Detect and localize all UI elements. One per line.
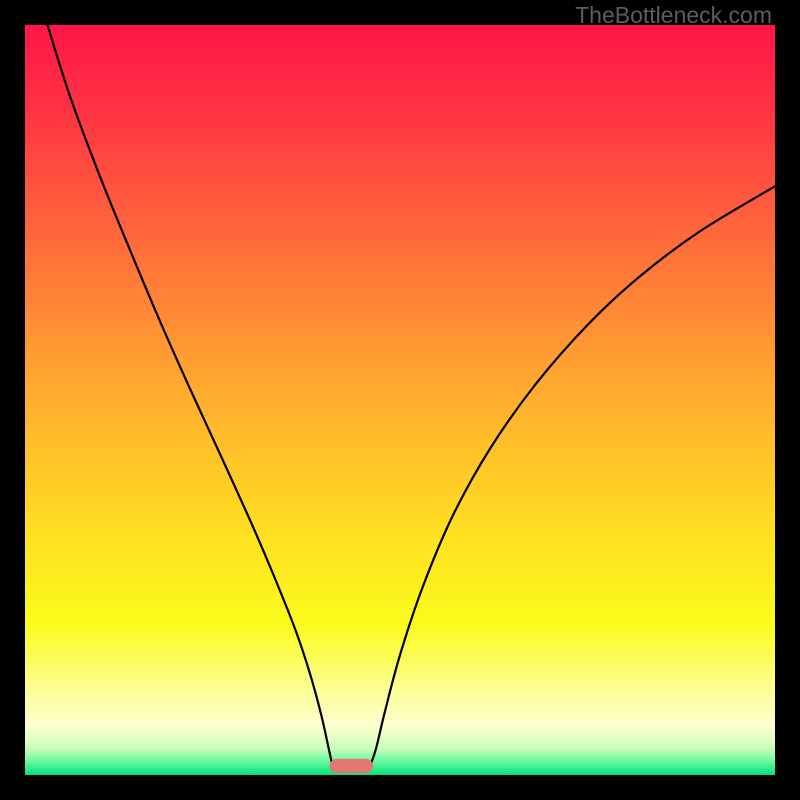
gradient-background [25,25,775,775]
optimal-marker [330,759,374,773]
chart-svg [25,25,775,775]
plot-area [25,25,775,775]
watermark-text: TheBottleneck.com [575,2,772,29]
